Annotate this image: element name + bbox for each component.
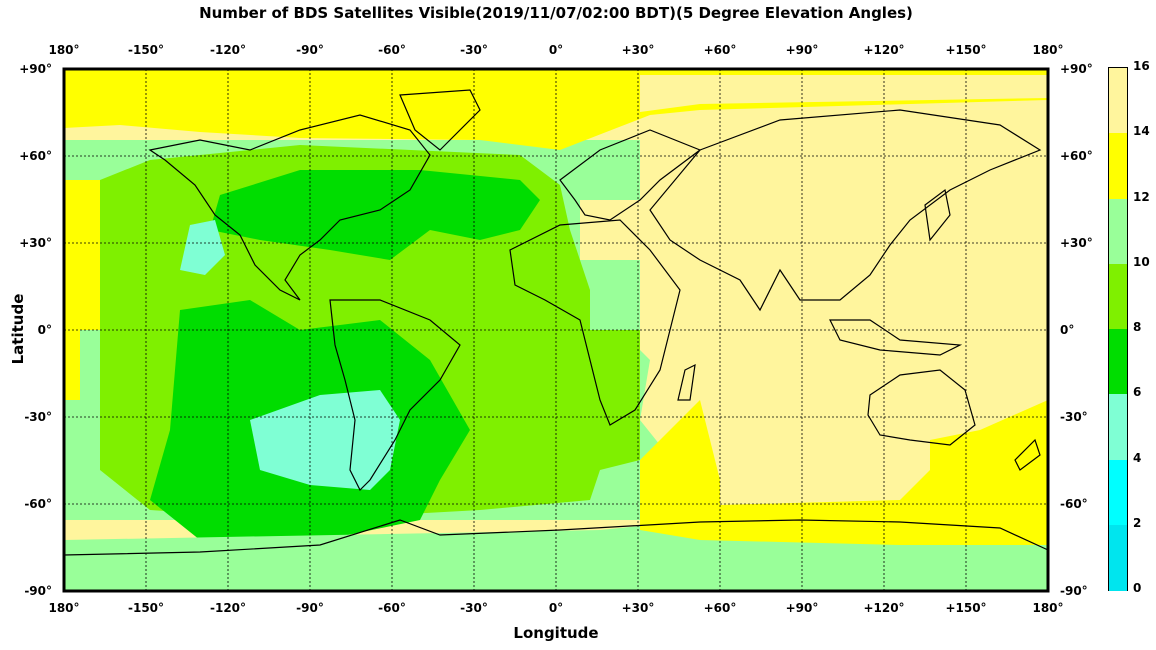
- region-pacific-aqua: [180, 220, 225, 275]
- lon-tick-top: 180°: [48, 43, 79, 57]
- colorbar-tick-label: 8: [1133, 320, 1142, 334]
- lon-tick-bottom: 180°: [48, 601, 79, 615]
- lon-tick-bottom: -90°: [296, 601, 324, 615]
- lon-tick-bottom: 0°: [549, 601, 563, 615]
- lon-tick-bottom: -30°: [460, 601, 488, 615]
- map-frame: [62, 67, 1050, 593]
- lon-tick-top: +60°: [704, 43, 737, 57]
- colorbar-tick-label: 16: [1133, 59, 1150, 73]
- lon-tick-top: +90°: [786, 43, 819, 57]
- lon-tick-bottom: +90°: [786, 601, 819, 615]
- lat-tick-right: -60°: [1060, 497, 1088, 511]
- lat-tick-left: +90°: [19, 62, 52, 76]
- lat-tick-right: +90°: [1060, 62, 1093, 76]
- colorbar-bin: [1109, 263, 1127, 330]
- lon-tick-bottom: +60°: [704, 601, 737, 615]
- colorbar-bin: [1109, 68, 1127, 134]
- region-south-america-aqua: [250, 390, 400, 490]
- lon-tick-bottom: +120°: [863, 601, 904, 615]
- lon-tick-top: +120°: [863, 43, 904, 57]
- lat-tick-right: -30°: [1060, 410, 1088, 424]
- y-axis-label: Latitude: [9, 293, 27, 365]
- lon-tick-bottom: +150°: [945, 601, 986, 615]
- lon-tick-bottom: -150°: [128, 601, 164, 615]
- lat-tick-left: -30°: [24, 410, 52, 424]
- colorbar-tick-label: 2: [1133, 515, 1142, 530]
- lat-tick-right: +60°: [1060, 149, 1093, 163]
- lon-tick-bottom: +30°: [622, 601, 655, 615]
- lon-tick-top: -90°: [296, 43, 324, 57]
- colorbar-bin: [1109, 329, 1127, 395]
- lon-tick-top: -60°: [378, 43, 406, 57]
- colorbar-tick-label: 6: [1133, 385, 1142, 400]
- lon-tick-top: +30°: [622, 43, 655, 57]
- lat-tick-right: 0°: [1060, 323, 1074, 337]
- lat-tick-left: -60°: [24, 497, 52, 511]
- colorbar-bin: [1109, 524, 1127, 591]
- colorbar-bin: [1109, 198, 1127, 265]
- region-southern-yellow: [640, 400, 1048, 545]
- lon-tick-top: 0°: [549, 43, 563, 57]
- lon-tick-top: -30°: [460, 43, 488, 57]
- lat-tick-right: -90°: [1060, 584, 1088, 598]
- colorbar-tick-label: 14: [1133, 124, 1150, 139]
- region-pacific-west-yellow: [64, 180, 100, 400]
- lon-tick-top: +150°: [945, 43, 986, 57]
- lat-tick-left: 0°: [38, 323, 52, 337]
- lon-tick-top: 180°: [1032, 43, 1063, 57]
- colorbar-tick-label: 0: [1133, 581, 1142, 595]
- region-eastern-ocean-paleyellow: [720, 410, 930, 505]
- lon-tick-bottom: -60°: [378, 601, 406, 615]
- lat-tick-left: -90°: [24, 584, 52, 598]
- lat-tick-left: +30°: [19, 236, 52, 250]
- colorbar-bin: [1109, 459, 1127, 526]
- x-axis-label: Longitude: [513, 624, 599, 642]
- lon-tick-bottom: 180°: [1032, 601, 1063, 615]
- region-north-green-core: [210, 170, 540, 260]
- lat-tick-left: +60°: [19, 149, 52, 163]
- lon-tick-top: -150°: [128, 43, 164, 57]
- colorbar-tick-label: 4: [1133, 450, 1142, 465]
- coastlines: [64, 89, 1048, 556]
- graticule: [64, 69, 1048, 591]
- region-arctic-paleyellow: [640, 75, 1048, 112]
- lat-tick-right: +30°: [1060, 236, 1093, 250]
- colorbar: [1108, 67, 1128, 591]
- lon-tick-top: -120°: [210, 43, 246, 57]
- colorbar-bin: [1109, 133, 1127, 199]
- map-title: Number of BDS Satellites Visible(2019/11…: [199, 4, 913, 22]
- colorbar-bin: [1109, 394, 1127, 460]
- colorbar-tick-label: 12: [1133, 189, 1150, 204]
- colorbar-tick-label: 10: [1133, 254, 1150, 269]
- lon-tick-bottom: -120°: [210, 601, 246, 615]
